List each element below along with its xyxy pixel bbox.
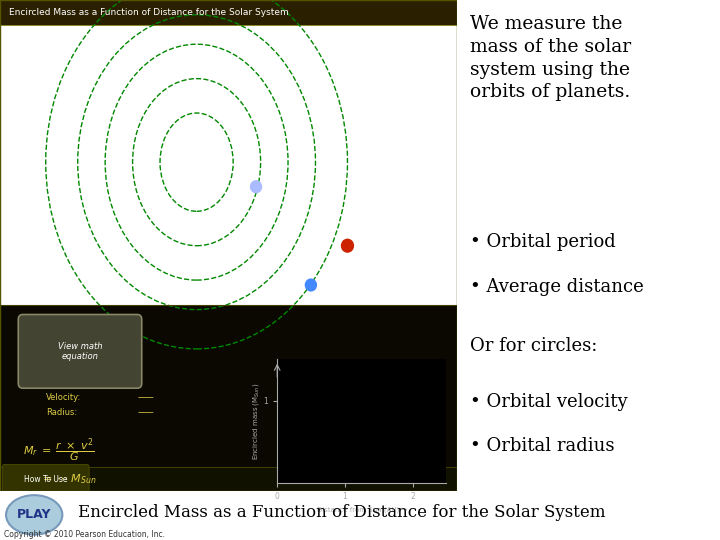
FancyBboxPatch shape [0,305,457,491]
Y-axis label: Encircled mass (M$_{Sun}$): Encircled mass (M$_{Sun}$) [251,382,261,460]
Text: Copyright © 2010 Pearson Education, Inc.: Copyright © 2010 Pearson Education, Inc. [4,530,165,539]
Circle shape [171,135,222,189]
FancyBboxPatch shape [2,464,89,494]
Text: PLAY: PLAY [17,508,51,522]
Text: ——: —— [137,394,154,402]
Circle shape [190,155,204,170]
Text: View math
equation: View math equation [58,342,102,361]
Text: • Orbital period: • Orbital period [469,233,616,252]
Text: Or for circles:: Or for circles: [469,336,597,355]
Text: We measure the
mass of the solar
system using the
orbits of planets.: We measure the mass of the solar system … [469,15,631,102]
Text: $M_r \;=\; \dfrac{r \;\times\; v^2}{G}$: $M_r \;=\; \dfrac{r \;\times\; v^2}{G}$ [23,437,94,465]
Text: ——: —— [137,408,154,417]
Text: Encircled Mass as a Function of Distance for the Solar System: Encircled Mass as a Function of Distance… [78,504,606,521]
Ellipse shape [6,495,63,535]
Text: • Average distance: • Average distance [469,278,643,295]
Circle shape [305,279,316,291]
Text: $\quad\;\; =\; \cdots\; M_{Sun}$: $\quad\;\; =\; \cdots\; M_{Sun}$ [23,472,96,485]
Text: • Orbital radius: • Orbital radius [469,437,614,455]
Circle shape [179,144,214,181]
Circle shape [341,239,354,252]
Text: How To Use: How To Use [24,475,68,484]
Circle shape [185,150,208,174]
X-axis label: Distance from Sun (AU) →: Distance from Sun (AU) → [317,507,407,514]
Text: Credits: Credits [402,475,430,484]
Text: Radius:: Radius: [46,408,77,417]
FancyBboxPatch shape [18,314,142,388]
Text: Velocity:: Velocity: [46,394,81,402]
FancyBboxPatch shape [0,0,457,25]
Text: • Orbital velocity: • Orbital velocity [469,393,627,411]
FancyBboxPatch shape [0,467,457,492]
Text: Encircled Mass as a Function of Distance for the Solar System: Encircled Mass as a Function of Distance… [9,8,289,17]
Circle shape [251,181,261,193]
